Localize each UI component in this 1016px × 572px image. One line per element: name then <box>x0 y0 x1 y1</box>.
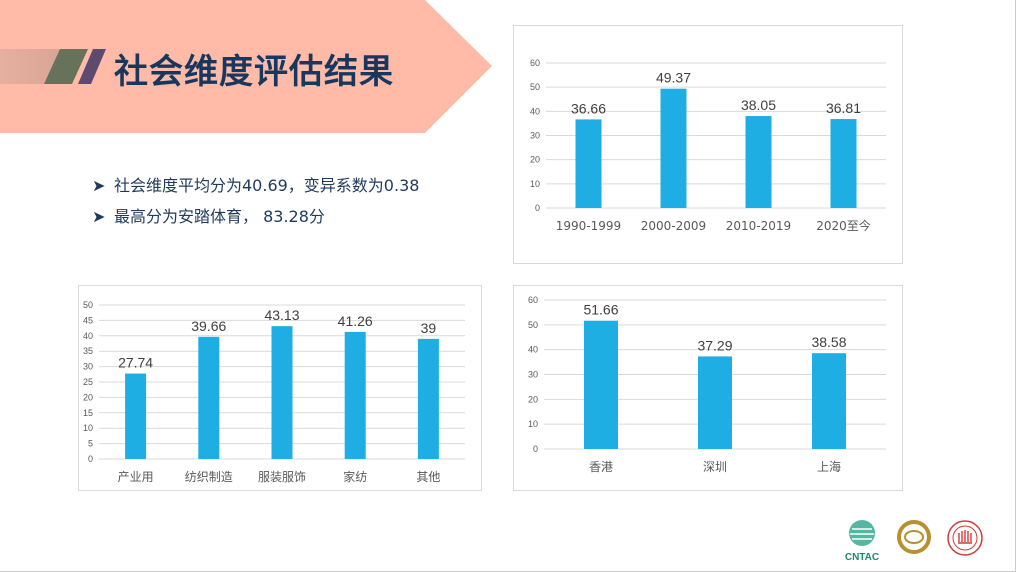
y-tick-label: 45 <box>83 315 93 325</box>
association-logo <box>897 520 931 554</box>
category-label: 深圳 <box>703 460 727 474</box>
bar <box>745 116 772 208</box>
category-label: 纺织制造 <box>185 470 233 484</box>
bar <box>417 338 439 459</box>
data-label: 43.13 <box>264 307 299 323</box>
arrow-bullet-icon: ➤ <box>92 207 106 226</box>
y-tick-label: 0 <box>533 444 538 454</box>
y-tick-label: 20 <box>528 394 538 404</box>
page-title: 社会维度评估结果 <box>114 52 394 92</box>
bar <box>198 336 220 459</box>
category-label: 2020至今 <box>816 218 871 233</box>
data-label: 37.29 <box>697 337 732 353</box>
y-tick-label: 5 <box>88 439 93 449</box>
title-banner <box>0 0 492 133</box>
category-label: 服装服饰 <box>258 470 306 484</box>
bullet-text: 最高分为安踏体育， 83.28分 <box>114 207 325 226</box>
data-label: 38.58 <box>811 334 846 350</box>
university-seal-logo <box>947 520 983 556</box>
y-tick-label: 50 <box>528 320 538 330</box>
bullet-item: ➤ 社会维度平均分为40.69，变异系数为0.38 <box>92 170 419 201</box>
y-tick-label: 40 <box>528 345 538 355</box>
arrow-bullet-icon: ➤ <box>92 176 106 195</box>
category-label: 2010-2019 <box>726 219 791 233</box>
y-tick-label: 30 <box>528 370 538 380</box>
y-tick-label: 0 <box>88 454 93 464</box>
category-label: 上海 <box>817 459 841 474</box>
bar <box>812 353 846 449</box>
y-tick-label: 35 <box>83 346 93 356</box>
category-label: 香港 <box>589 460 613 474</box>
y-tick-label: 15 <box>83 408 93 418</box>
y-tick-label: 10 <box>528 419 538 429</box>
bar <box>660 88 687 208</box>
data-label: 41.26 <box>338 313 373 329</box>
bullet-text: 社会维度平均分为40.69，变异系数为0.38 <box>114 176 420 195</box>
data-label: 51.66 <box>583 302 618 318</box>
category-label: 家纺 <box>343 469 367 484</box>
bullet-list: ➤ 社会维度平均分为40.69，变异系数为0.38 ➤ 最高分为安踏体育， 83.2… <box>92 170 419 232</box>
data-label: 39.66 <box>191 318 226 334</box>
bar <box>271 326 293 459</box>
bar <box>584 320 618 449</box>
y-tick-label: 10 <box>83 423 93 433</box>
logos: CNTAC <box>845 520 983 563</box>
bar <box>125 373 147 459</box>
data-label: 27.74 <box>118 355 153 371</box>
data-label: 38.05 <box>741 97 776 113</box>
chart-by-sector: 0 5 10 15 20 25 30 35 40 45 50 27.74 产业用 39.66 纺织制造 43.… <box>78 285 482 491</box>
data-label: 36.81 <box>826 100 861 116</box>
category-label: 1990-1999 <box>556 219 621 233</box>
y-tick-label: 20 <box>530 155 540 165</box>
y-tick-label: 0 <box>535 203 540 213</box>
y-tick-label: 30 <box>530 131 540 141</box>
bar <box>344 331 366 459</box>
y-tick-label: 50 <box>530 82 540 92</box>
y-tick-label: 30 <box>83 362 93 372</box>
data-label: 36.66 <box>571 100 606 116</box>
y-tick-label: 50 <box>83 300 93 310</box>
bar <box>698 356 732 449</box>
data-label: 39 <box>421 320 437 336</box>
y-tick-label: 25 <box>83 377 93 387</box>
y-tick-label: 60 <box>528 295 538 305</box>
chart-svg: 0 5 10 15 20 25 30 35 40 45 50 27.74 产业用 39.66 纺织制造 43.… <box>83 300 465 484</box>
y-tick-label: 10 <box>530 179 540 189</box>
bar <box>575 119 602 208</box>
category-label: 其他 <box>416 470 440 484</box>
bullet-item: ➤ 最高分为安踏体育， 83.28分 <box>92 201 419 232</box>
y-tick-label: 40 <box>530 106 540 116</box>
chart-svg: 0 10 20 30 40 50 60 51.66 香港 37.29 深圳 38.58 上海 <box>528 295 886 474</box>
y-tick-label: 40 <box>83 331 93 341</box>
chart-by-decade: 0 10 20 30 40 50 60 36.66 1990-1999 49.37 2000-200… <box>513 25 903 264</box>
y-tick-label: 60 <box>530 58 540 68</box>
category-label: 产业用 <box>118 470 154 484</box>
bar <box>830 119 857 208</box>
svg-text:CNTAC: CNTAC <box>845 552 879 563</box>
chart-by-city: 0 10 20 30 40 50 60 51.66 香港 37.29 深圳 38.58 上海 <box>513 285 903 491</box>
chart-svg: 0 10 20 30 40 50 60 36.66 1990-1999 49.37 2000-200… <box>530 58 886 233</box>
data-label: 49.37 <box>656 70 691 86</box>
category-label: 2000-2009 <box>641 219 706 233</box>
cntac-logo: CNTAC <box>845 520 879 563</box>
y-tick-label: 20 <box>83 392 93 402</box>
